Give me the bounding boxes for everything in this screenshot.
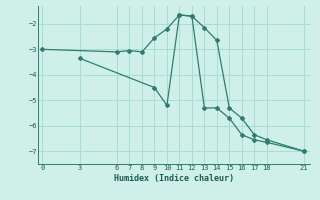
X-axis label: Humidex (Indice chaleur): Humidex (Indice chaleur) [115, 174, 234, 183]
